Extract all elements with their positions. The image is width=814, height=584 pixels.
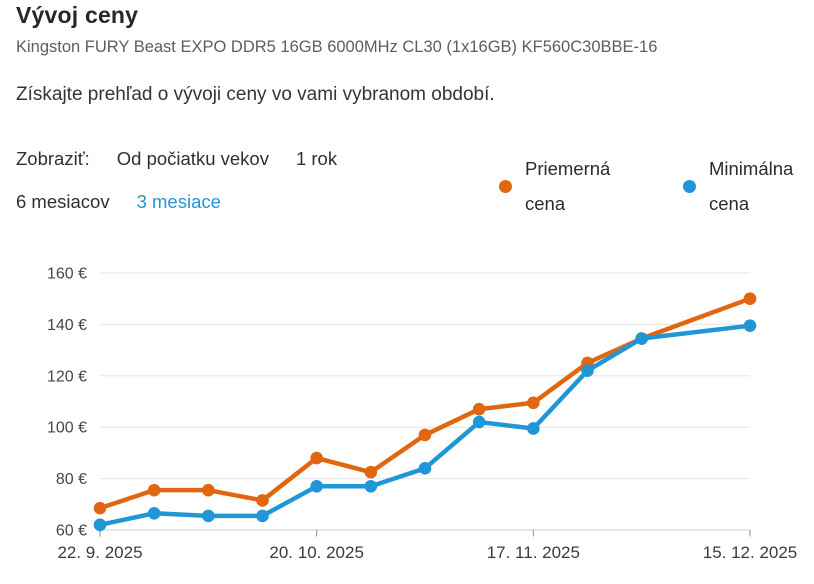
min-price-point[interactable] — [93, 518, 107, 532]
x-axis-label: 15. 12. 2025 — [703, 543, 798, 562]
filter-option-3-months[interactable]: 3 mesiace — [136, 191, 221, 212]
x-axis-label: 20. 10. 2025 — [269, 543, 364, 562]
chart-area: 60 € 80 € 100 € 120 € 140 € 160 € 22. 9. 2025 2… — [0, 250, 814, 580]
chart-legend: Priemerná cena Minimálna cena — [499, 151, 807, 221]
chart-description: Získajte prehľad o vývoji ceny vo vami v… — [16, 84, 495, 105]
min-price-point[interactable] — [743, 319, 757, 332]
x-axis-label: 22. 9. 2025 — [57, 543, 142, 562]
min-price-point[interactable] — [310, 480, 323, 493]
avg-price-line — [97, 296, 753, 511]
period-filter: Zobraziť: Od počiatku vekov 1 rok 6 mesi… — [16, 146, 456, 215]
y-axis-label: 120 € — [47, 368, 87, 385]
average-price-dot-icon — [499, 179, 512, 193]
y-axis-label: 100 € — [47, 420, 87, 437]
min-price-point[interactable] — [472, 415, 486, 429]
avg-price-point[interactable] — [310, 451, 323, 465]
avg-price-point[interactable] — [93, 501, 107, 515]
min-price-point[interactable] — [527, 422, 540, 435]
y-axis-label: 80 € — [56, 471, 87, 488]
filter-option-6-months[interactable]: 6 mesiacov — [16, 191, 110, 212]
avg-price-point[interactable] — [418, 428, 432, 442]
min-price-point[interactable] — [364, 480, 378, 493]
price-history-chart[interactable]: 60 € 80 € 100 € 120 € 140 € 160 € 22. 9. 2025 2… — [0, 250, 814, 580]
filter-label: Zobraziť: — [16, 148, 90, 169]
filter-option-all-time[interactable]: Od počiatku vekov — [116, 148, 269, 169]
y-axis-label: 140 € — [47, 317, 87, 334]
avg-price-point[interactable] — [147, 483, 161, 497]
x-axis-label: 17. 11. 2025 — [487, 543, 580, 562]
product-name: Kingston FURY Beast EXPO DDR5 16GB 6000M… — [16, 38, 658, 56]
y-axis-label: 160 € — [47, 266, 87, 283]
min-price-point[interactable] — [635, 332, 648, 345]
minimum-price-dot-icon — [683, 179, 696, 193]
legend-label-average: Priemerná cena — [525, 158, 611, 214]
page-title: Vývoj ceny — [16, 2, 139, 28]
filter-option-1-year[interactable]: 1 rok — [295, 148, 338, 169]
min-price-point[interactable] — [147, 506, 161, 520]
avg-price-point[interactable] — [256, 494, 269, 507]
legend-item-average-price: Priemerná cena — [499, 151, 623, 221]
min-price-point[interactable] — [581, 364, 594, 377]
min-price-point[interactable] — [256, 509, 269, 523]
y-axis-label: 60 € — [56, 523, 87, 540]
legend-label-minimum: Minimálna cena — [709, 158, 794, 214]
min-price-line — [97, 323, 753, 528]
avg-price-point[interactable] — [472, 402, 486, 416]
legend-item-minimum-price: Minimálna cena — [683, 151, 807, 221]
min-price-point[interactable] — [202, 509, 215, 523]
avg-price-point[interactable] — [364, 465, 378, 479]
avg-price-point[interactable] — [743, 292, 757, 305]
avg-price-point[interactable] — [527, 396, 540, 410]
avg-price-point[interactable] — [202, 483, 215, 497]
min-price-point[interactable] — [418, 462, 432, 475]
